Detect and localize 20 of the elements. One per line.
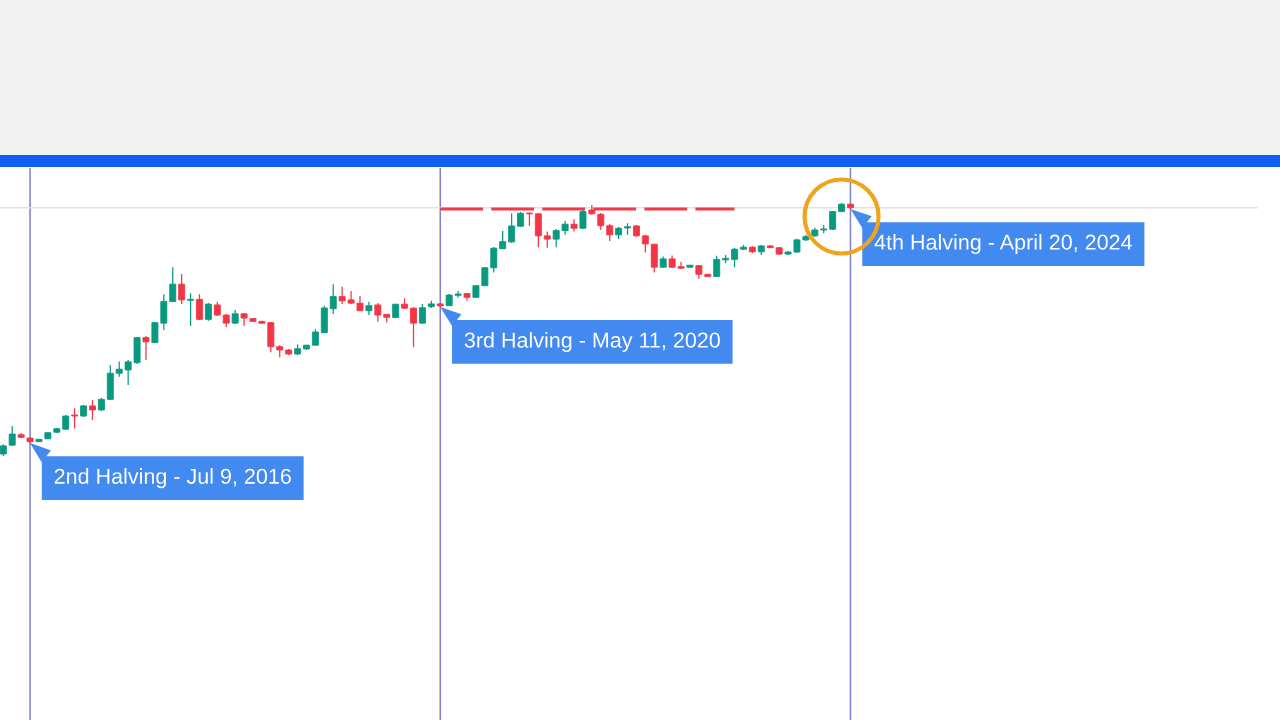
candlestick (142, 335, 150, 361)
candlestick (71, 407, 79, 430)
candlestick (196, 293, 203, 321)
text: 4th Halving - April 20, 2024 (874, 234, 1132, 255)
candlestick (329, 283, 337, 315)
candlestick (89, 399, 96, 421)
candlestick (508, 212, 516, 244)
candlestick (169, 266, 177, 303)
candlestick (731, 247, 738, 268)
candlestick (187, 292, 195, 327)
candlestick (534, 212, 542, 248)
text: 2nd Halving - Jul 9, 2016 (54, 468, 291, 489)
annotation: 3rd Halving - May 11, 2020 (464, 331, 720, 353)
candlestick (178, 273, 186, 305)
candlestick (570, 218, 578, 233)
candlestick (418, 303, 426, 325)
candlestick (8, 425, 16, 447)
candlestick (650, 243, 658, 274)
candlestick (410, 306, 417, 348)
candlestick (713, 255, 721, 278)
